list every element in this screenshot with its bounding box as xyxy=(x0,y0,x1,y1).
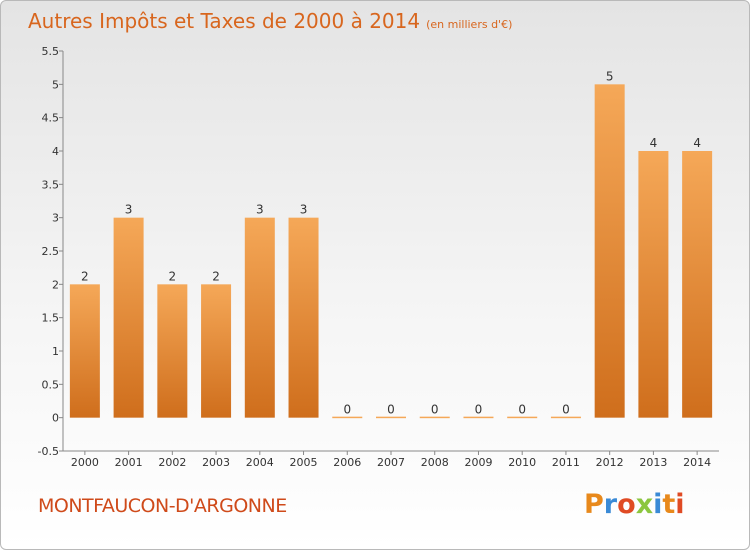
data-label: 3 xyxy=(300,203,308,217)
chart-title: Autres Impôts et Taxes de 2000 à 2014 (en… xyxy=(28,9,512,33)
x-tick-label: 2014 xyxy=(683,456,711,469)
bar xyxy=(69,284,100,418)
bar xyxy=(638,151,669,418)
logo-letter: i xyxy=(675,489,685,520)
x-tick-label: 2003 xyxy=(202,456,230,469)
bar xyxy=(332,416,363,419)
y-tick-label: 5 xyxy=(52,78,59,91)
logo-letter: t xyxy=(662,489,676,520)
y-tick-label: 2 xyxy=(52,278,59,291)
data-labels: 2 3 2 2 3 3 0 0 0 0 0 0 5 4 4 xyxy=(81,69,701,416)
x-tick-label: 2013 xyxy=(639,456,667,469)
x-tick-label: 2005 xyxy=(290,456,318,469)
bar xyxy=(463,416,494,419)
x-tick-label: 2001 xyxy=(115,456,143,469)
place-name: MONTFAUCON-D'ARGONNE xyxy=(38,495,287,517)
y-tick-label: -0.5 xyxy=(38,445,59,458)
y-tick-label: 4 xyxy=(52,145,59,158)
bar xyxy=(288,217,319,418)
bar xyxy=(113,217,144,418)
data-label: 3 xyxy=(125,203,133,217)
data-label: 2 xyxy=(81,269,89,283)
x-tick-label: 2007 xyxy=(377,456,405,469)
y-tick-label: 0 xyxy=(52,412,59,425)
chart-unit: (en milliers d'€) xyxy=(426,18,513,31)
logo-letter: r xyxy=(603,489,618,520)
x-tick-label: 2012 xyxy=(596,456,624,469)
data-label: 0 xyxy=(387,403,395,417)
bar xyxy=(594,84,625,418)
y-tick-label: 1 xyxy=(52,345,59,358)
data-label: 0 xyxy=(518,403,526,417)
x-tick-label: 2010 xyxy=(508,456,536,469)
y-tick-label: 5.5 xyxy=(42,45,60,58)
data-label: 2 xyxy=(169,269,177,283)
data-label: 0 xyxy=(562,403,570,417)
data-label: 0 xyxy=(475,403,483,417)
chart-title-text: Autres Impôts et Taxes de 2000 à 2014 xyxy=(28,9,421,33)
data-label: 3 xyxy=(256,203,264,217)
y-tick-label: 0.5 xyxy=(42,378,60,391)
proxiti-logo: Proxiti xyxy=(584,489,685,520)
y-tick-label: 4.5 xyxy=(42,112,60,125)
bar xyxy=(507,416,538,419)
data-label: 0 xyxy=(431,403,439,417)
logo-letter: P xyxy=(584,489,604,520)
data-label: 5 xyxy=(606,69,614,83)
logo-letter: o xyxy=(617,489,636,520)
bar xyxy=(550,416,581,419)
x-tick-label: 2004 xyxy=(246,456,274,469)
x-tick-label: 2000 xyxy=(71,456,99,469)
bar xyxy=(682,151,713,418)
bars xyxy=(69,84,713,419)
bar xyxy=(419,416,450,419)
y-tick-label: 2.5 xyxy=(42,245,60,258)
data-label: 0 xyxy=(343,403,351,417)
bar xyxy=(201,284,232,418)
x-tick-label: 2009 xyxy=(464,456,492,469)
data-label: 2 xyxy=(212,269,220,283)
bar xyxy=(376,416,406,419)
logo-letter: x xyxy=(635,489,654,520)
data-label: 4 xyxy=(693,136,701,150)
bar xyxy=(157,284,188,418)
bar xyxy=(244,217,275,418)
y-tick-label: 1.5 xyxy=(42,312,60,325)
y-tick-label: 3 xyxy=(52,212,59,225)
data-label: 4 xyxy=(650,136,658,150)
x-tick-label: 2011 xyxy=(552,456,580,469)
y-tick-label: 3.5 xyxy=(42,178,60,191)
x-tick-label: 2008 xyxy=(421,456,449,469)
logo-letter: i xyxy=(653,489,663,520)
x-tick-label: 2002 xyxy=(158,456,186,469)
x-tick-label: 2006 xyxy=(333,456,361,469)
